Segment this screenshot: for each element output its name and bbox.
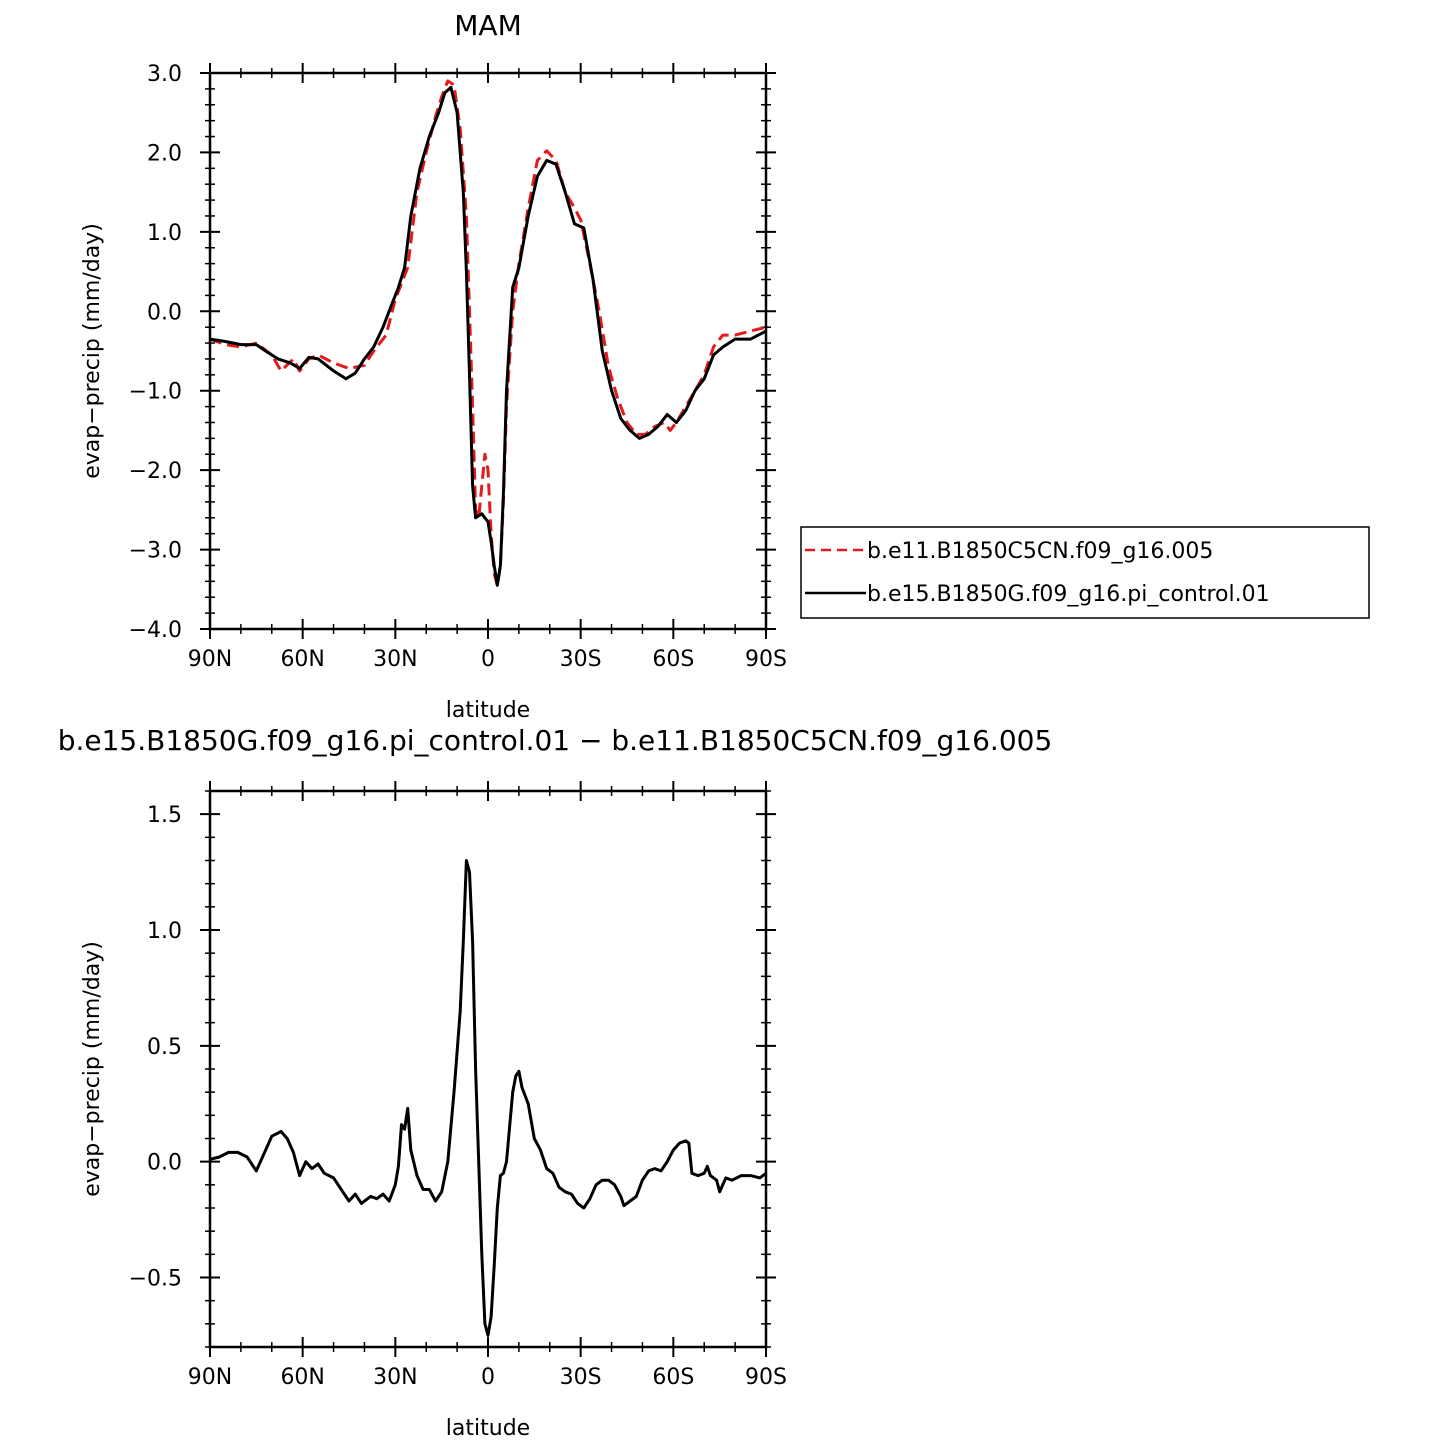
bottom-chart-title: b.e15.B1850G.f09_g16.pi_control.01 − b.e… [58, 724, 1053, 757]
top-plot-lines [209, 79, 767, 587]
x-tick-label: 90S [745, 647, 787, 672]
y-tick-label: 1.0 [147, 919, 182, 944]
bottom-y-tick-labels: 1.5 1.0 0.5 0.0 −0.5 [129, 803, 182, 1291]
x-tick-label: 30S [560, 647, 602, 672]
bottom-plot-frame [208, 789, 768, 1349]
series-line-1 [209, 85, 767, 587]
x-tick-label: 0 [481, 1365, 495, 1390]
y-tick-label: −2.0 [129, 459, 182, 484]
x-tick-label: 90N [188, 1365, 232, 1390]
top-x-tick-labels: 90N 60N 30N 0 30S 60S 90S [188, 647, 787, 672]
x-tick-label: 0 [481, 647, 495, 672]
x-tick-label: 30N [373, 1365, 417, 1390]
x-tick-label: 60N [280, 647, 324, 672]
top-plot-ticks [200, 63, 776, 639]
top-y-axis-label: evap−precip (mm/day) [80, 223, 105, 479]
bottom-x-tick-labels: 90N 60N 30N 0 30S 60S 90S [188, 1365, 787, 1390]
x-tick-label: 60S [652, 647, 694, 672]
x-tick-label: 60S [652, 1365, 694, 1390]
legend-box [800, 526, 1370, 619]
legend: b.e11.B1850C5CN.f09_g16.005 b.e15.B1850G… [800, 526, 1370, 619]
series-line-0 [209, 79, 767, 587]
legend-label-series-0: b.e11.B1850C5CN.f09_g16.005 [867, 539, 1213, 564]
x-tick-label: 30N [373, 647, 417, 672]
series-line-0 [209, 859, 767, 1337]
y-tick-label: 1.0 [147, 221, 182, 246]
top-plot-frame [208, 71, 768, 631]
y-tick-label: 2.0 [147, 141, 182, 166]
y-tick-label: 0.0 [147, 300, 182, 325]
y-tick-label: −3.0 [129, 539, 182, 564]
y-tick-label: 1.5 [147, 803, 182, 828]
bottom-plot-lines [209, 859, 767, 1337]
y-tick-label: 0.0 [147, 1151, 182, 1176]
x-tick-label: 60N [280, 1365, 324, 1390]
bottom-y-axis-label: evap−precip (mm/day) [80, 941, 105, 1197]
legend-label-series-1: b.e15.B1850G.f09_g16.pi_control.01 [867, 582, 1270, 607]
top-chart-title: MAM [454, 9, 521, 42]
y-tick-label: −1.0 [129, 380, 182, 405]
y-tick-label: −4.0 [129, 618, 182, 643]
bottom-plot-ticks [200, 781, 776, 1357]
y-tick-label: 0.5 [147, 1035, 182, 1060]
bottom-x-axis-label: latitude [446, 1416, 530, 1441]
top-x-axis-label: latitude [446, 698, 530, 723]
bottom-panel: b.e15.B1850G.f09_g16.pi_control.01 − b.e… [58, 724, 1053, 1441]
y-tick-label: 3.0 [147, 62, 182, 87]
top-y-tick-labels: 3.0 2.0 1.0 0.0 −1.0 −2.0 −3.0 −4.0 [129, 62, 182, 643]
x-tick-label: 90N [188, 647, 232, 672]
x-tick-label: 90S [745, 1365, 787, 1390]
top-panel: MAM 90N 60N 30N 0 30S 60S 90S 3.0 2.0 1.0 0.0 −1.0… [80, 9, 1370, 723]
x-tick-label: 30S [560, 1365, 602, 1390]
y-tick-label: −0.5 [129, 1267, 182, 1292]
